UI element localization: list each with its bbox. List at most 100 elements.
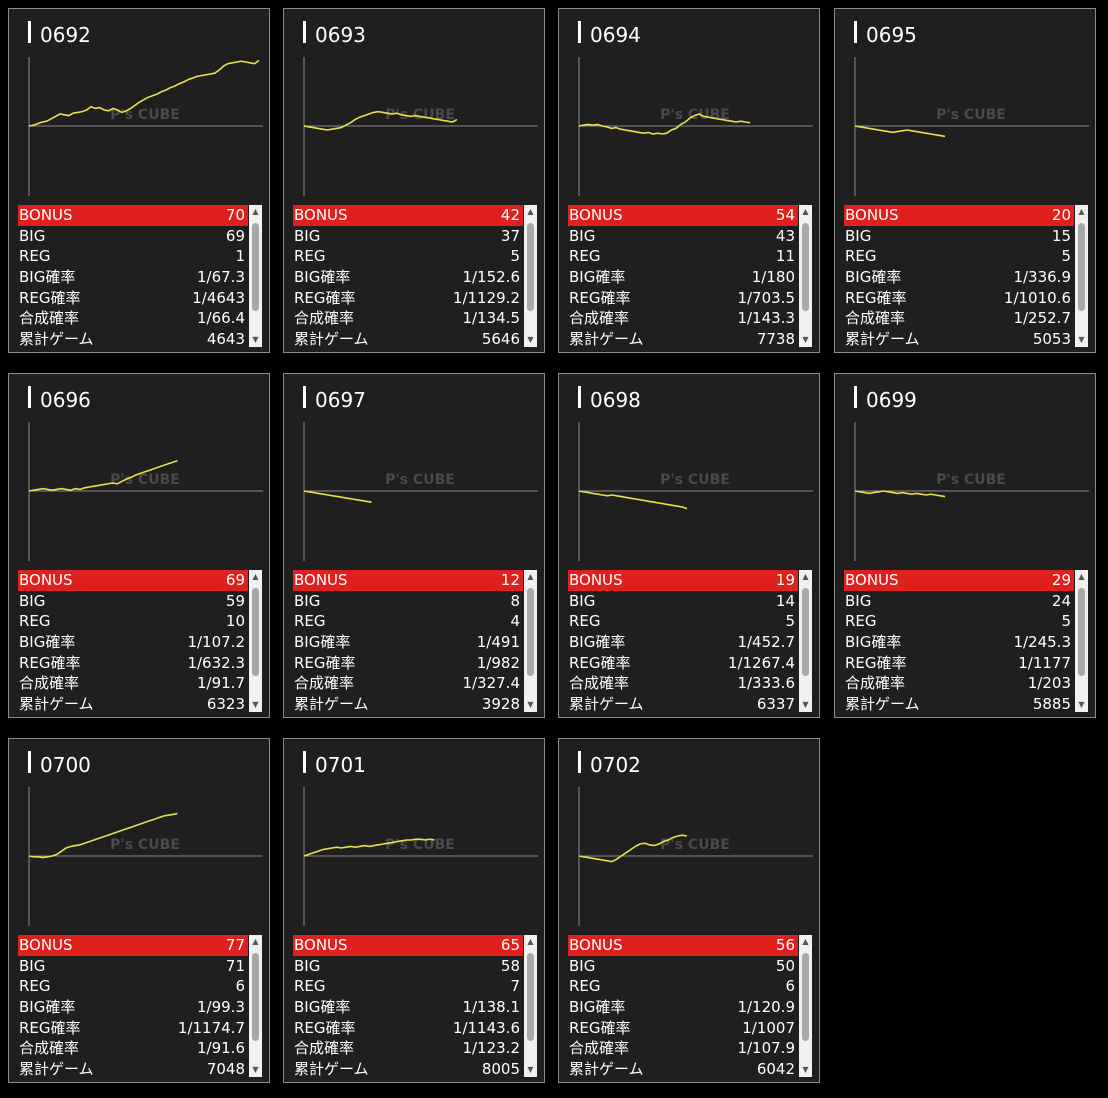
scroll-up-icon[interactable]: ▲	[252, 937, 259, 946]
scroll-up-icon[interactable]: ▲	[802, 937, 809, 946]
scroll-down-icon[interactable]: ▼	[252, 1065, 259, 1074]
scroll-thumb[interactable]	[527, 588, 534, 676]
stat-row-big: BIG 43	[568, 226, 798, 247]
stat-value: 1/143.3	[737, 309, 795, 328]
stat-value: 1/1010.6	[1003, 288, 1071, 307]
scroll-up-icon[interactable]: ▲	[1078, 572, 1085, 581]
stat-value: 1/1007	[742, 1018, 795, 1037]
scroll-thumb[interactable]	[527, 223, 534, 311]
scroll-up-icon[interactable]: ▲	[252, 207, 259, 216]
scroll-down-icon[interactable]: ▼	[527, 700, 534, 709]
machine-number: 0702	[590, 753, 641, 777]
machine-number: 0696	[40, 388, 91, 412]
machine-card[interactable]: 0693 P's CUBE BONUS 42 BIG 37 REG 5 BIG確…	[283, 8, 545, 353]
machine-card[interactable]: 0701 P's CUBE BONUS 65 BIG 58 REG 7 BIG確…	[283, 738, 545, 1083]
stat-value: 6	[785, 977, 795, 996]
machine-card[interactable]: 0695 P's CUBE BONUS 20 BIG 15 REG 5 BIG確…	[834, 8, 1096, 353]
scroll-down-icon[interactable]: ▼	[802, 335, 809, 344]
stat-label: REG	[19, 977, 51, 996]
trend-chart: P's CUBE	[578, 422, 813, 561]
scroll-thumb[interactable]	[802, 953, 809, 1041]
scroll-up-icon[interactable]: ▲	[802, 572, 809, 581]
stat-row-big: BIG 24	[844, 591, 1074, 612]
stat-value: 5	[510, 247, 520, 266]
machine-card[interactable]: 0696 P's CUBE BONUS 69 BIG 59 REG 10 BIG…	[8, 373, 270, 718]
scrollbar[interactable]: ▲ ▼	[1075, 205, 1088, 347]
scrollbar[interactable]: ▲ ▼	[524, 570, 537, 712]
stat-label: BONUS	[19, 936, 73, 954]
stat-label: REG確率	[845, 653, 907, 672]
machine-card[interactable]: 0694 P's CUBE BONUS 54 BIG 43 REG 11 BIG…	[558, 8, 820, 353]
scrollbar[interactable]: ▲ ▼	[799, 205, 812, 347]
stat-row-reg: REG 5	[568, 611, 798, 632]
scroll-down-icon[interactable]: ▼	[527, 1065, 534, 1074]
stat-label: BIG	[19, 226, 46, 245]
scrollbar[interactable]: ▲ ▼	[1075, 570, 1088, 712]
scrollbar[interactable]: ▲ ▼	[524, 205, 537, 347]
trend-line	[303, 838, 435, 857]
stat-label: BIG	[569, 956, 596, 975]
scroll-up-icon[interactable]: ▲	[252, 572, 259, 581]
stat-row-reg_rate: REG確率 1/1143.6	[293, 1018, 523, 1039]
machine-card[interactable]: 0697 P's CUBE BONUS 12 BIG 8 REG 4 BIG確率…	[283, 373, 545, 718]
scroll-thumb[interactable]	[1078, 588, 1085, 676]
stat-row-bonus: BONUS 29	[844, 570, 1074, 591]
stat-row-total_rate: 合成確率 1/107.9	[568, 1038, 798, 1059]
scroll-down-icon[interactable]: ▼	[802, 1065, 809, 1074]
stat-row-total_rate: 合成確率 1/66.4	[18, 308, 248, 329]
stat-value: 29	[1051, 571, 1071, 589]
scroll-thumb[interactable]	[252, 588, 259, 676]
machine-card[interactable]: 0702 P's CUBE BONUS 56 BIG 50 REG 6 BIG確…	[558, 738, 820, 1083]
scroll-thumb[interactable]	[252, 223, 259, 311]
scroll-thumb[interactable]	[802, 588, 809, 676]
scroll-thumb[interactable]	[802, 223, 809, 311]
stat-label: 累計ゲーム	[294, 695, 369, 714]
scrollbar[interactable]: ▲ ▼	[799, 570, 812, 712]
scroll-up-icon[interactable]: ▲	[1078, 207, 1085, 216]
stat-value: 1/152.6	[462, 268, 520, 287]
stat-value: 1/1129.2	[452, 288, 520, 307]
scroll-down-icon[interactable]: ▼	[252, 335, 259, 344]
scroll-thumb[interactable]	[252, 953, 259, 1041]
machine-card[interactable]: 0699 P's CUBE BONUS 29 BIG 24 REG 5 BIG確…	[834, 373, 1096, 718]
scroll-down-icon[interactable]: ▼	[1078, 700, 1085, 709]
scrollbar[interactable]: ▲ ▼	[249, 205, 262, 347]
stat-row-total_rate: 合成確率 1/91.7	[18, 673, 248, 694]
stat-row-games: 累計ゲーム 4643	[18, 329, 248, 350]
stat-label: 合成確率	[845, 674, 906, 693]
machine-card[interactable]: 0698 P's CUBE BONUS 19 BIG 14 REG 5 BIG確…	[558, 373, 820, 718]
stat-label: 合成確率	[294, 1039, 355, 1058]
scroll-thumb[interactable]	[527, 953, 534, 1041]
scroll-down-icon[interactable]: ▼	[802, 700, 809, 709]
stat-label: BIG確率	[569, 268, 626, 287]
trend-chart: P's CUBE	[578, 787, 813, 926]
scroll-up-icon[interactable]: ▲	[527, 207, 534, 216]
watermark-logo: P's CUBE	[660, 837, 730, 853]
scroll-up-icon[interactable]: ▲	[527, 937, 534, 946]
scroll-up-icon[interactable]: ▲	[527, 572, 534, 581]
scroll-thumb[interactable]	[1078, 223, 1085, 311]
stat-row-reg_rate: REG確率 1/1174.7	[18, 1018, 248, 1039]
scroll-down-icon[interactable]: ▼	[527, 335, 534, 344]
scrollbar[interactable]: ▲ ▼	[799, 935, 812, 1077]
stat-value: 7048	[206, 1060, 245, 1079]
scroll-down-icon[interactable]: ▼	[1078, 335, 1085, 344]
scrollbar[interactable]: ▲ ▼	[524, 935, 537, 1077]
machine-card[interactable]: 0692 P's CUBE BONUS 70 BIG 69 REG 1 BIG確…	[8, 8, 270, 353]
stat-label: BIG	[294, 591, 321, 610]
scrollbar[interactable]: ▲ ▼	[249, 935, 262, 1077]
stat-row-bonus: BONUS 65	[293, 935, 523, 956]
stat-value: 12	[500, 571, 520, 589]
stat-row-big_rate: BIG確率 1/138.1	[293, 997, 523, 1018]
stat-label: BIG	[845, 591, 872, 610]
scroll-down-icon[interactable]: ▼	[252, 700, 259, 709]
scrollbar[interactable]: ▲ ▼	[249, 570, 262, 712]
title-marker	[28, 21, 31, 43]
machine-card[interactable]: 0700 P's CUBE BONUS 77 BIG 71 REG 6 BIG確…	[8, 738, 270, 1083]
stat-row-big_rate: BIG確率 1/120.9	[568, 997, 798, 1018]
stat-row-reg_rate: REG確率 1/703.5	[568, 288, 798, 309]
stat-value: 1/452.7	[737, 633, 795, 652]
stat-label: 合成確率	[845, 309, 906, 328]
stat-label: BIG確率	[294, 998, 351, 1017]
scroll-up-icon[interactable]: ▲	[802, 207, 809, 216]
